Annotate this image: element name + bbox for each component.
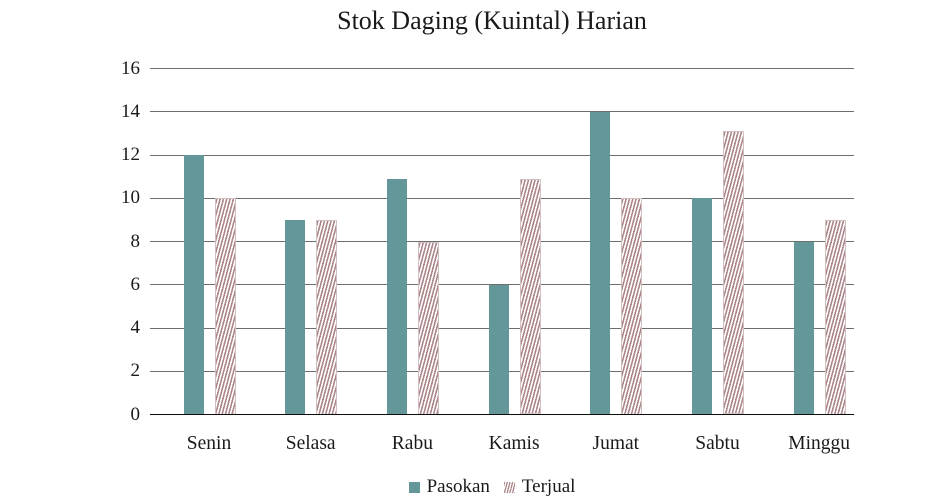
bar-terjual-kamis <box>519 178 541 415</box>
x-tick-label-rabu: Rabu <box>391 433 433 454</box>
y-tick-label-8: 8 <box>130 230 141 252</box>
bar-pasokan-kamis <box>488 284 509 415</box>
legend-item-pasokan: Pasokan <box>408 475 490 499</box>
bar-terjual-minggu <box>824 219 846 415</box>
x-tick-label-sabtu: Sabtu <box>695 433 740 454</box>
x-axis-line <box>150 414 854 415</box>
y-tick-label-0: 0 <box>130 403 141 425</box>
bar-pasokan-sabtu <box>692 198 712 415</box>
y-tick-label-14: 14 <box>121 100 140 122</box>
x-tick-label-selasa: Selasa <box>285 433 336 454</box>
x-tick-label-senin: Senin <box>186 433 232 454</box>
terjual-swatch-icon <box>503 481 515 493</box>
bar-pasokan-rabu <box>386 178 407 415</box>
y-tick-label-12: 12 <box>121 144 140 165</box>
y-tick-label-2: 2 <box>130 360 141 382</box>
bar-terjual-jumat <box>621 198 643 415</box>
legend-item-terjual: Terjual <box>503 475 576 499</box>
gridline-10 <box>150 197 854 199</box>
bar-terjual-senin <box>214 198 236 415</box>
bar-terjual-selasa <box>316 219 338 415</box>
bar-pasokan-minggu <box>793 241 814 415</box>
bar-terjual-rabu <box>417 241 439 415</box>
bar-pasokan-jumat <box>590 111 611 415</box>
bar-pasokan-senin <box>183 155 204 415</box>
bar-pasokan-selasa <box>285 219 306 415</box>
pasokan-swatch-icon <box>408 481 420 493</box>
gridline-14 <box>150 111 854 113</box>
y-tick-label-10: 10 <box>121 187 140 209</box>
x-tick-label-minggu: Minggu <box>788 433 851 454</box>
legend: Pasokan Terjual <box>140 475 844 499</box>
chart-title: Stok Daging (Kuintal) Harian <box>337 6 647 35</box>
legend-label-terjual: Terjual <box>521 476 576 497</box>
x-tick-label-kamis: Kamis <box>488 433 540 454</box>
gridline-8 <box>150 241 854 242</box>
legend-label-pasokan: Pasokan <box>426 476 490 497</box>
bar-terjual-sabtu <box>723 131 744 415</box>
gridline-12 <box>150 154 854 156</box>
x-tick-label-jumat: Jumat <box>592 433 640 454</box>
y-tick-label-16: 16 <box>121 57 140 79</box>
y-tick-label-4: 4 <box>130 317 141 338</box>
y-tick-label-6: 6 <box>130 273 141 295</box>
gridline-16 <box>150 68 854 69</box>
